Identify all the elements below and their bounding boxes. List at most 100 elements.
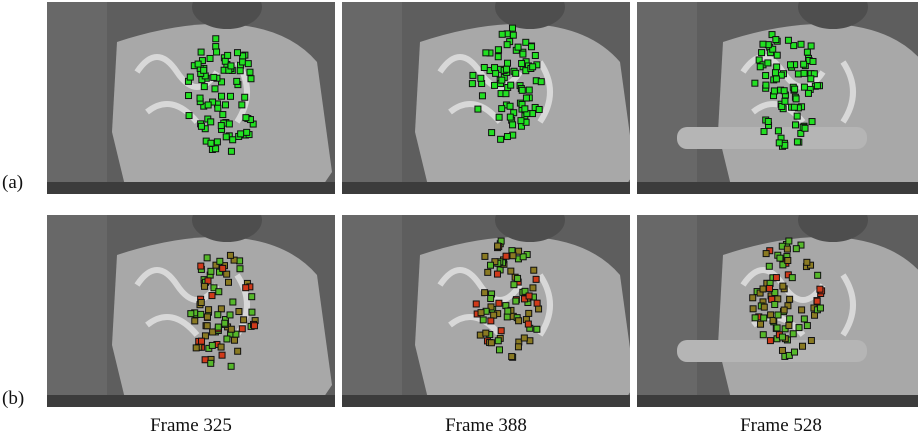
- feature-point: [529, 111, 535, 117]
- feature-point: [218, 123, 224, 129]
- feature-point: [774, 52, 780, 58]
- feature-point: [509, 25, 515, 31]
- feature-point: [767, 338, 773, 344]
- photo-panel: [637, 2, 918, 194]
- torso: [718, 24, 918, 194]
- photo-panel: [47, 2, 335, 194]
- feature-point: [790, 331, 796, 337]
- feature-point: [515, 344, 521, 350]
- feature-point: [234, 78, 240, 84]
- feature-point: [219, 93, 225, 99]
- feature-point: [228, 326, 234, 332]
- feature-point: [482, 253, 488, 259]
- feature-point: [480, 317, 486, 323]
- torso: [415, 237, 630, 407]
- feature-point: [510, 122, 516, 128]
- feature-point: [198, 299, 204, 305]
- feature-point: [492, 82, 498, 88]
- feature-point: [243, 115, 249, 121]
- feature-point: [510, 253, 516, 259]
- feature-point: [226, 121, 232, 127]
- feature-point: [504, 314, 510, 320]
- feature-point: [489, 130, 495, 136]
- feature-point: [494, 271, 500, 277]
- feature-point: [760, 286, 766, 292]
- photo-panel: [47, 215, 335, 407]
- feature-point: [516, 318, 522, 324]
- feature-point: [794, 139, 800, 145]
- feature-point: [505, 60, 511, 66]
- feature-point: [789, 275, 795, 281]
- feature-point: [796, 325, 802, 331]
- feature-point: [534, 300, 540, 306]
- feature-point: [211, 74, 217, 80]
- feature-point: [220, 112, 226, 118]
- feature-point: [758, 321, 764, 327]
- arm: [677, 127, 867, 149]
- feature-point: [198, 311, 204, 317]
- feature-point: [798, 41, 804, 47]
- feature-point: [485, 269, 491, 275]
- feature-point: [520, 51, 526, 57]
- feature-point: [804, 259, 810, 265]
- feature-point: [761, 129, 767, 135]
- feature-point: [204, 255, 210, 261]
- feature-point: [533, 276, 539, 282]
- feature-point: [491, 312, 497, 318]
- feature-point: [526, 310, 532, 316]
- feature-point: [503, 66, 509, 72]
- feature-point: [508, 268, 514, 274]
- feature-point: [483, 330, 489, 336]
- feature-point: [215, 312, 221, 318]
- feature-point: [475, 106, 481, 112]
- feature-point: [222, 320, 228, 326]
- floor: [637, 395, 918, 407]
- feature-point: [793, 122, 799, 128]
- feature-point: [202, 283, 208, 289]
- feature-point: [244, 129, 250, 135]
- feature-point: [779, 347, 785, 353]
- feature-point: [193, 345, 199, 351]
- feature-point: [201, 67, 207, 73]
- column-caption: Frame 528: [637, 415, 918, 437]
- feature-point: [230, 299, 236, 305]
- feature-point: [241, 317, 247, 323]
- feature-point: [197, 95, 203, 101]
- feature-point: [493, 70, 499, 76]
- feature-point: [473, 301, 479, 307]
- feature-point: [805, 90, 811, 96]
- feature-point: [213, 36, 219, 42]
- feature-point: [513, 298, 519, 304]
- feature-point: [804, 49, 810, 55]
- feature-point: [525, 321, 531, 327]
- photo-panel: [342, 215, 630, 407]
- feature-point: [772, 70, 778, 76]
- feature-point: [503, 91, 509, 97]
- feature-point: [487, 262, 493, 268]
- feature-point: [817, 305, 823, 311]
- feature-point: [817, 286, 823, 292]
- feature-point: [523, 95, 529, 101]
- wall-light: [342, 215, 402, 407]
- feature-point: [515, 275, 521, 281]
- feature-point: [792, 86, 798, 92]
- feature-point: [793, 246, 799, 252]
- feature-point: [536, 106, 542, 112]
- feature-point: [235, 348, 241, 354]
- feature-point: [763, 82, 769, 88]
- feature-point: [224, 336, 230, 342]
- feature-point: [814, 83, 820, 89]
- feature-point: [187, 74, 193, 80]
- feature-point: [224, 271, 230, 277]
- feature-point: [231, 337, 237, 343]
- feature-point: [225, 52, 231, 58]
- feature-point: [781, 88, 787, 94]
- feature-point: [247, 69, 253, 75]
- feature-point: [519, 60, 525, 66]
- feature-point: [216, 289, 222, 295]
- feature-point: [227, 93, 233, 99]
- wall-light: [47, 2, 107, 194]
- feature-point: [249, 309, 255, 315]
- feature-point: [773, 275, 779, 281]
- feature-point: [228, 363, 234, 369]
